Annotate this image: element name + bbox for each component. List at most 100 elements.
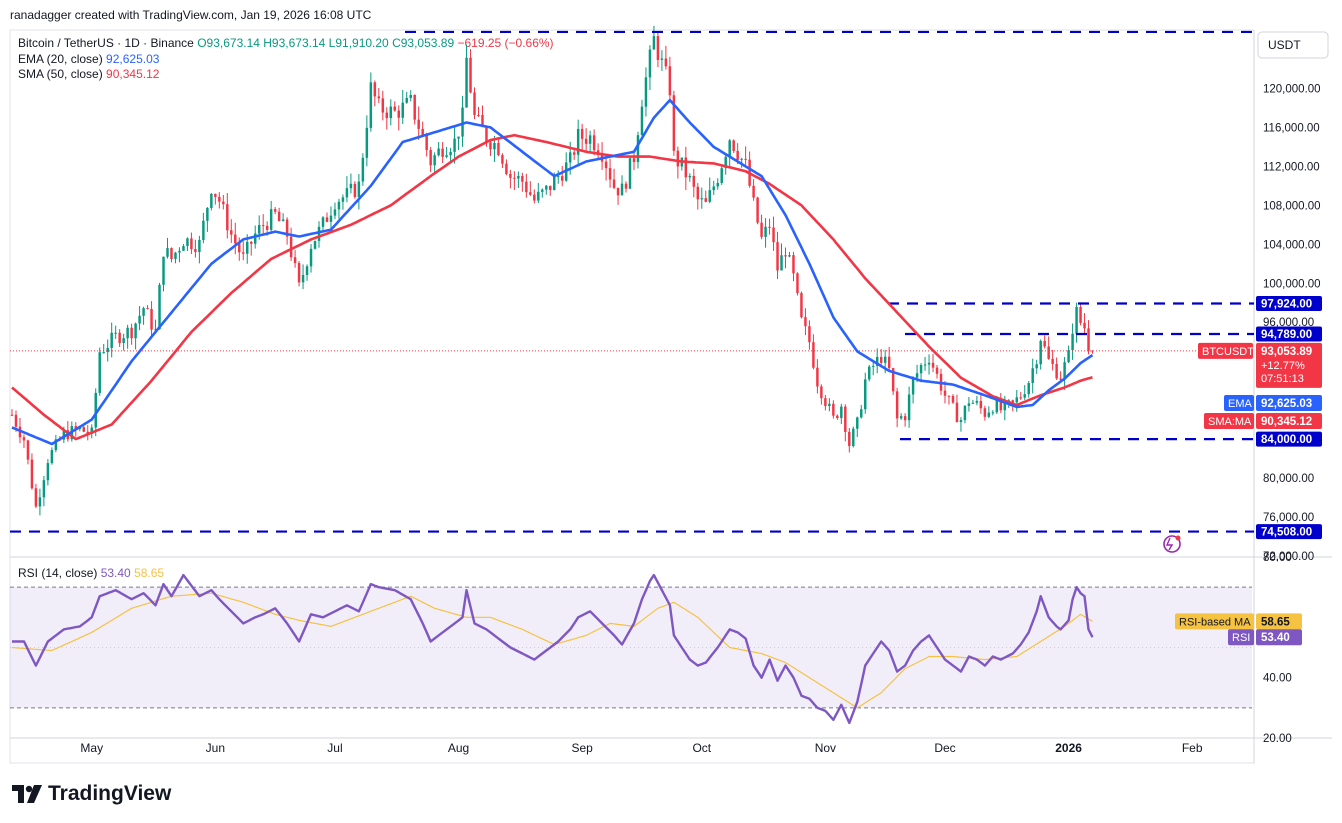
candle [652, 25, 656, 50]
symbol-label[interactable]: Bitcoin / TetherUS · 1D · Binance [18, 36, 194, 50]
candle-body [580, 128, 584, 139]
candle-body [1019, 397, 1022, 399]
candle [580, 123, 584, 150]
candle [999, 393, 1003, 414]
candle [660, 50, 664, 71]
candle-body [401, 102, 404, 118]
candle [1055, 357, 1058, 380]
candle-body [899, 416, 903, 419]
candle-body [222, 201, 225, 205]
candle-body [808, 326, 811, 343]
candle-body [98, 352, 101, 393]
candle [545, 184, 548, 195]
candle-body [840, 406, 843, 419]
candle-body [38, 497, 42, 507]
candle-body [14, 414, 18, 427]
candle-body [800, 293, 803, 318]
candle-body [162, 256, 165, 285]
candle-body [289, 236, 293, 258]
candle [170, 247, 173, 263]
candle-body [497, 142, 500, 156]
candle [194, 239, 197, 258]
candle-body [210, 193, 213, 208]
candle-body [995, 400, 999, 413]
candle [441, 142, 444, 163]
candle [768, 218, 771, 235]
candle-body [42, 480, 46, 498]
candle-body [636, 135, 640, 163]
candle-body [234, 234, 237, 244]
candle-body [373, 82, 377, 97]
rsi-legend[interactable]: RSI (14, close) 53.40 58.65 [18, 566, 164, 580]
rsi-label: RSI (14, close) [18, 566, 98, 580]
candle-body [684, 157, 688, 178]
candle-body [385, 112, 389, 119]
symbol-tag-text: BTCUSDT [1202, 346, 1254, 358]
candle [1043, 335, 1046, 349]
candle [549, 185, 552, 196]
level-tag-text: 84,000.00 [1261, 434, 1312, 446]
candle [349, 173, 353, 194]
candle [301, 264, 305, 290]
candle-body [616, 187, 620, 196]
tradingview-logo[interactable]: TradingView [12, 782, 171, 806]
candle-body [672, 95, 676, 151]
candle-body [648, 49, 652, 78]
candle-body [46, 463, 50, 481]
candle [513, 171, 516, 191]
candle [30, 453, 34, 490]
candle [162, 256, 165, 292]
currency-box[interactable]: USDT [1257, 31, 1329, 59]
chart-header: ranadagger created with TradingView.com,… [10, 8, 372, 22]
candle [381, 90, 385, 121]
candle [437, 142, 440, 157]
alert-icon[interactable] [1163, 535, 1181, 553]
rsi-ma-tag: RSI-based MA 58.65 [1175, 613, 1302, 630]
candle-body [345, 188, 349, 198]
time-axis[interactable]: May Jun Jul Aug Sep Oct Nov Dec 2026 Feb [80, 741, 1202, 755]
rsi-tick-label: 20.00 [1263, 733, 1292, 745]
candle-body [903, 416, 907, 421]
candle [752, 179, 755, 201]
candle-body [911, 377, 915, 395]
candle-body [549, 185, 552, 191]
candle-body [301, 274, 305, 283]
level-tag: 97,924.00 [1256, 295, 1322, 311]
candle [533, 189, 536, 204]
candle-body [94, 392, 97, 428]
candle [764, 218, 767, 248]
candle-body [804, 317, 807, 327]
candle-body [198, 239, 201, 253]
ema-legend-row[interactable]: EMA (20, close) 92,625.03 [18, 52, 554, 68]
rsi-band [10, 586, 1252, 709]
candle [1039, 339, 1042, 370]
candle [991, 410, 995, 416]
candle-body [269, 209, 273, 230]
candle [584, 128, 588, 152]
candle-body [720, 168, 723, 183]
candle-body [417, 119, 420, 129]
rsi-axis: 80.00 40.00 20.00 [1263, 552, 1292, 745]
candle [409, 90, 412, 102]
candle [269, 200, 273, 232]
candle-body [54, 439, 58, 451]
candle [636, 131, 640, 169]
candle [126, 324, 129, 349]
candle [572, 148, 576, 160]
candle-body [792, 255, 795, 274]
candles [10, 25, 1094, 516]
candle [971, 399, 975, 404]
candle-body [1011, 400, 1015, 403]
price-tick-label: 72,000.00 [1263, 551, 1314, 563]
candle-body [640, 106, 644, 136]
candle-body [421, 128, 424, 135]
candle [756, 196, 759, 225]
candle [497, 138, 500, 157]
sma-legend-row[interactable]: SMA (50, close) 90,345.12 [18, 67, 554, 83]
candle-body [816, 367, 819, 387]
candle [684, 146, 688, 191]
candle [879, 349, 883, 366]
brand-name: TradingView [48, 782, 172, 805]
candle-body [1079, 306, 1082, 323]
